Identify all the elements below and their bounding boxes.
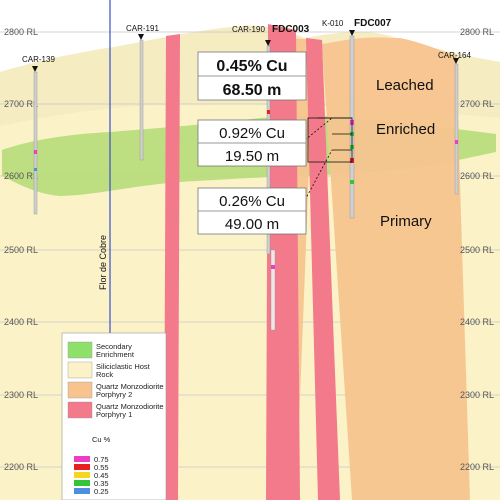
- legend: Secondary Enrichment Siliciclastic Host …: [61, 332, 167, 500]
- elevation-labels-right: 2800 RL 2700 RL 2600 RL 2500 RL 2400 RL …: [460, 27, 494, 472]
- elevation-label: 2400 RL: [4, 317, 38, 327]
- porphyry-1-east: [306, 38, 340, 500]
- elevation-label: 2200 RL: [460, 462, 494, 472]
- legend-label: Quartz Monzodiorite: [96, 402, 164, 411]
- elevation-label: 2600 RL: [4, 171, 38, 181]
- legend-label: Siliciclastic Host: [96, 362, 151, 371]
- intercept-box-1: 0.45% Cu 68.50 m: [197, 51, 307, 101]
- elevation-label: 2400 RL: [460, 317, 494, 327]
- intercept-box-3: 0.26% Cu 49.00 m: [197, 187, 307, 235]
- drillhole-label: CAR-139: [22, 55, 55, 64]
- fault-label: Flor de Cobre: [98, 235, 108, 290]
- intercept-grade: 0.92% Cu: [219, 125, 285, 142]
- elevation-label: 2700 RL: [460, 99, 494, 109]
- drillhole-label: K-010: [322, 19, 344, 28]
- cu-scale-value: 0.45: [94, 471, 109, 480]
- cu-scale-value: 0.75: [94, 455, 109, 464]
- drillhole-label: FDC003: [272, 24, 310, 35]
- zone-label-enriched: Enriched: [376, 121, 435, 138]
- zone-label-primary: Primary: [380, 213, 432, 230]
- legend-label: Quartz Monzodiorite: [96, 382, 164, 391]
- elevation-labels-left: 2800 RL 2700 RL 2600 RL 2500 RL 2400 RL …: [4, 27, 38, 472]
- zone-label-leached: Leached: [376, 77, 434, 94]
- cu-scale-value: 0.35: [94, 479, 109, 488]
- legend-label: Enrichment: [96, 350, 135, 359]
- intercept-length: 49.00 m: [225, 216, 279, 233]
- legend-label: Porphyry 2: [96, 390, 132, 399]
- cu-scale-value: 0.55: [94, 463, 109, 472]
- intercept-brackets: [304, 117, 353, 201]
- elevation-label: 2700 RL: [4, 99, 38, 109]
- drillhole-car164: CAR-164: [438, 51, 471, 195]
- cu-scale-value: 0.25: [94, 487, 109, 496]
- drillhole-car191: CAR-191: [126, 24, 159, 161]
- intercept-length: 19.50 m: [225, 148, 279, 165]
- elevation-label: 2600 RL: [460, 171, 494, 181]
- elevation-label: 2800 RL: [4, 27, 38, 37]
- intercept-grade: 0.45% Cu: [216, 58, 287, 75]
- legend-label: Rock: [96, 370, 113, 379]
- porphyry-2-east: [322, 37, 470, 500]
- intercept-grade: 0.26% Cu: [219, 193, 285, 210]
- elevation-label: 2500 RL: [460, 245, 494, 255]
- drillhole-label: CAR-164: [438, 51, 471, 60]
- drillhole-label: CAR-191: [126, 24, 159, 33]
- elevation-label: 2200 RL: [4, 462, 38, 472]
- elevation-label: 2800 RL: [460, 27, 494, 37]
- elevation-label: 2300 RL: [4, 390, 38, 400]
- legend-label: Secondary: [96, 342, 132, 351]
- porphyry-1-west: [164, 34, 180, 500]
- drillhole-car139: CAR-139: [22, 55, 55, 215]
- elevation-label: 2500 RL: [4, 245, 38, 255]
- intercept-length: 68.50 m: [223, 82, 282, 99]
- drillhole-label: CAR-190: [232, 25, 265, 34]
- cu-scale-title: Cu %: [92, 435, 111, 444]
- legend-label: Porphyry 1: [96, 410, 132, 419]
- elevation-label: 2300 RL: [460, 390, 494, 400]
- drillhole-label: FDC007: [354, 18, 392, 29]
- intercept-box-2: 0.92% Cu 19.50 m: [197, 119, 307, 167]
